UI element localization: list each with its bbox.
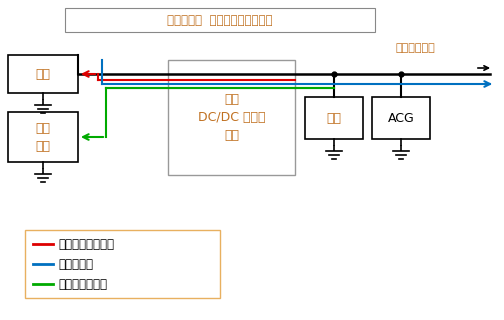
Text: 电装设备负载: 电装设备负载 [395,43,435,53]
Text: 电容
模组: 电容 模组 [35,122,50,153]
Text: 怠速熄火时: 怠速熄火时 [58,258,93,270]
Bar [65,8,375,32]
Text: 减速能量回收时: 减速能量回收时 [58,277,107,291]
Bar [372,97,430,139]
Bar [168,60,295,175]
Bar [305,97,363,139]
Text: 发动机再次启动时: 发动机再次启动时 [58,237,114,251]
Bar [8,112,78,162]
Text: 电容器电源  怠速熄火系统的框图: 电容器电源 怠速熄火系统的框图 [167,13,273,27]
Text: 定子: 定子 [35,68,50,81]
Text: ACG: ACG [388,111,414,124]
Bar [8,55,78,93]
Text: 电池: 电池 [327,111,342,124]
Text: 双向
DC/DC 转换器
组件: 双向 DC/DC 转换器 组件 [198,93,265,142]
Bar [25,230,220,298]
